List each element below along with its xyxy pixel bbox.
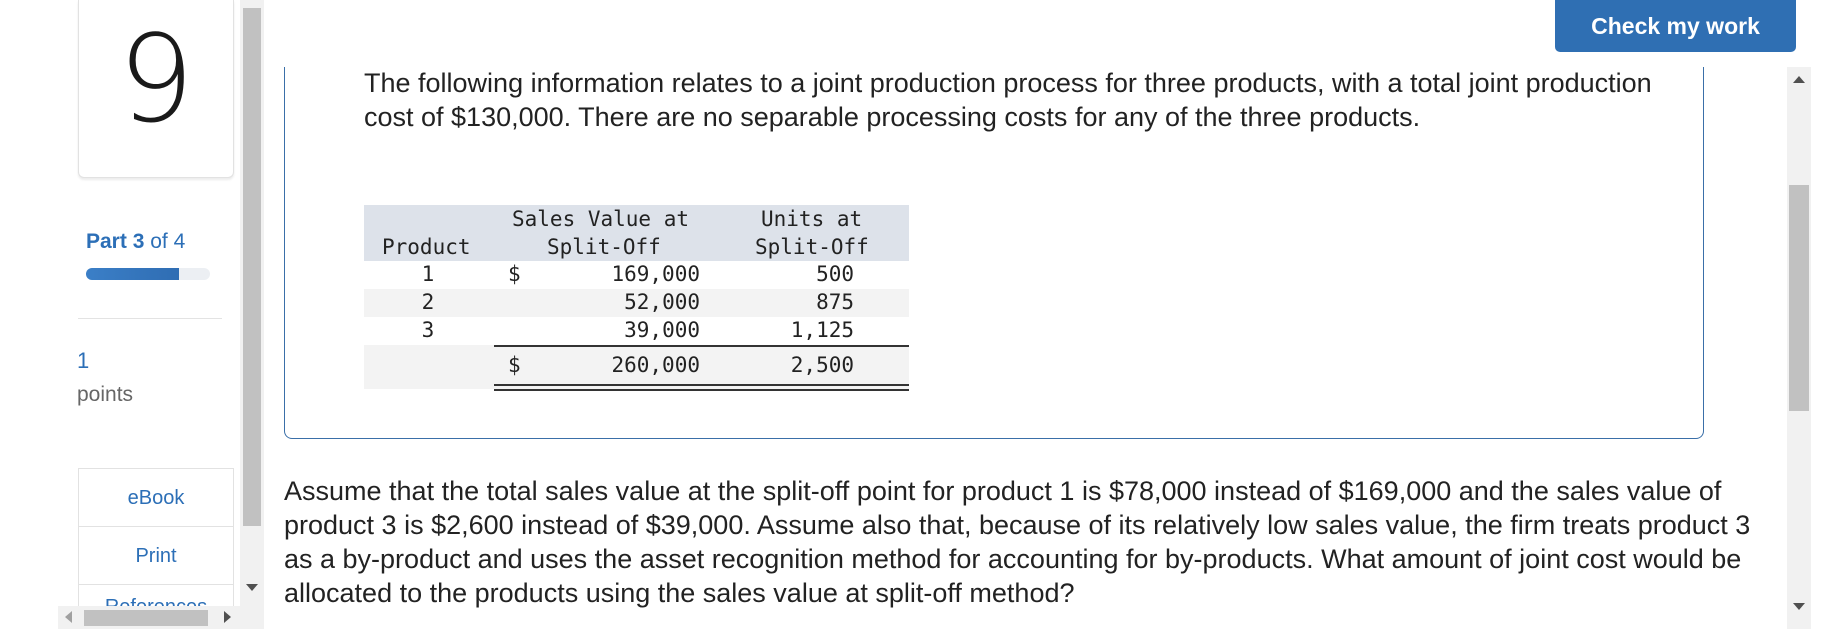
part-separator: of (150, 230, 168, 253)
sidebar-horizontal-thumb[interactable] (84, 610, 208, 626)
part-total: 4 (173, 230, 186, 253)
ebook-link[interactable]: eBook (79, 469, 233, 527)
table-header: Product Sales Value at Split-Off Units a… (364, 205, 909, 261)
total-units: 2,500 (790, 353, 854, 377)
check-my-work-button[interactable]: Check my work (1555, 0, 1796, 52)
question-number-card: 9 (78, 0, 234, 178)
header-sales-value-line1: Sales Value at (512, 207, 690, 231)
total-double-rule-bottom (494, 389, 909, 391)
header-product: Product (382, 235, 471, 259)
scroll-left-icon[interactable] (65, 611, 72, 623)
resource-list: eBook Print References (78, 468, 234, 614)
dollar-sign: $ (508, 262, 521, 286)
table-row: 1 $169,000 500 (364, 261, 909, 289)
header-sales-value-line2: Split-Off (547, 235, 661, 259)
total-double-rule-top (494, 384, 909, 386)
row-units: 500 (816, 262, 854, 286)
row-product: 2 (421, 290, 435, 314)
sidebar-divider (78, 318, 222, 319)
header-units-line1: Units at (761, 207, 863, 231)
table-row: 2 52,000 875 (364, 289, 909, 317)
part-indicator: Part 3 of 4 (86, 230, 185, 254)
sales-amount: 52,000 (624, 290, 700, 314)
scroll-up-icon[interactable] (1793, 76, 1805, 83)
part-prefix: Part (86, 230, 127, 253)
part-current: 3 (132, 230, 145, 253)
table-row: 3 39,000 1,125 (364, 317, 909, 345)
intro-text: The following information relates to a j… (364, 68, 1652, 132)
row-product: 3 (421, 318, 435, 342)
content-scroll-thumb[interactable] (1789, 185, 1809, 411)
points-value: 1 (77, 348, 90, 373)
part-progress-fill (86, 268, 179, 280)
info-panel (284, 67, 1704, 439)
part-progress-bar (86, 268, 210, 280)
points-label: points (77, 383, 134, 406)
sidebar-scroll-thumb[interactable] (243, 8, 261, 526)
total-sales-amount: 260,000 (611, 353, 700, 377)
sales-amount: 39,000 (624, 318, 700, 342)
header-units-line2: Split-Off (755, 235, 869, 259)
row-units: 875 (816, 290, 854, 314)
data-table: Product Sales Value at Split-Off Units a… (364, 205, 909, 389)
scroll-down-icon[interactable] (1793, 603, 1805, 610)
question-text: Assume that the total sales value at the… (284, 476, 1751, 608)
scroll-right-icon[interactable] (224, 611, 231, 623)
row-product: 1 (421, 262, 435, 286)
table-total-row: $260,000 2,500 (364, 345, 909, 389)
scroll-down-icon[interactable] (246, 584, 258, 591)
sales-amount: 169,000 (611, 262, 700, 286)
print-link[interactable]: Print (79, 527, 233, 585)
row-units: 1,125 (790, 318, 854, 342)
subtotal-rule (494, 345, 909, 347)
question-number: 9 (117, 11, 195, 150)
dollar-sign: $ (508, 353, 521, 377)
question-sidebar: 9 Part 3 of 4 1 points eBook Print Refer… (0, 0, 240, 629)
